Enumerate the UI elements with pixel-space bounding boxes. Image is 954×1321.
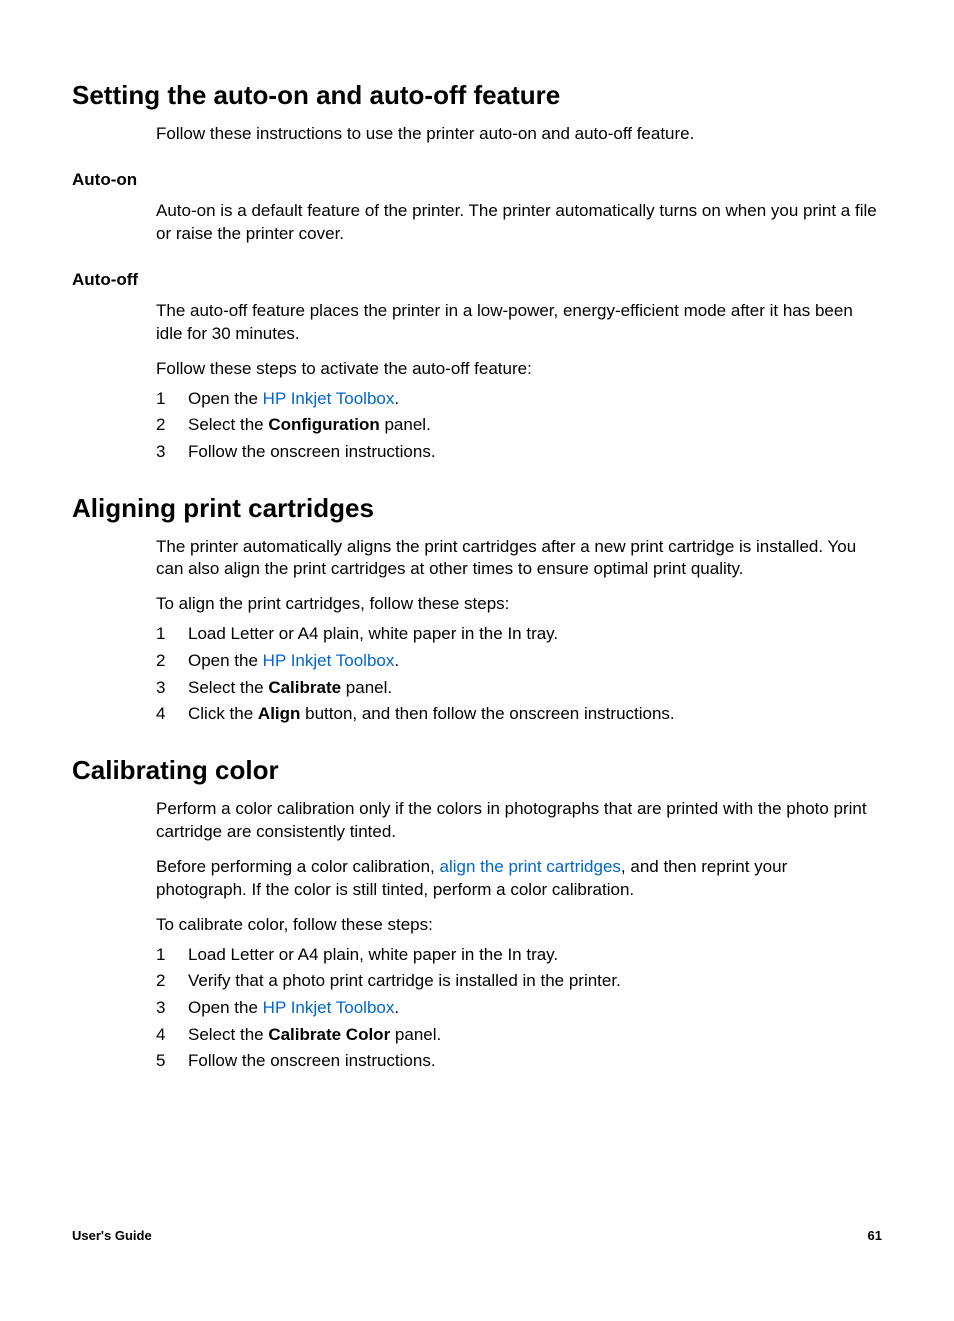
list-content: Load Letter or A4 plain, white paper in … [188,943,882,968]
calibrating-text2: Before performing a color calibration, a… [156,856,882,902]
list-content: Click the Align button, and then follow … [188,702,882,727]
list-content: Open the HP Inkjet Toolbox. [188,387,882,412]
list-number: 4 [156,1023,188,1048]
list-item: 2 Open the HP Inkjet Toolbox. [156,649,882,674]
calibrating-steps: 1 Load Letter or A4 plain, white paper i… [156,943,882,1074]
footer-title: User's Guide [72,1228,152,1243]
list-number: 5 [156,1049,188,1074]
intro-text: Follow these instructions to use the pri… [156,123,882,146]
calibrating-text3: To calibrate color, follow these steps: [156,914,882,937]
heading-auto-on-off: Setting the auto-on and auto-off feature [72,80,882,111]
bold-text: Calibrate Color [268,1025,390,1044]
list-item: 1 Load Letter or A4 plain, white paper i… [156,622,882,647]
list-item: 5 Follow the onscreen instructions. [156,1049,882,1074]
subheading-auto-off: Auto-off [72,270,882,290]
list-content: Follow the onscreen instructions. [188,1049,882,1074]
list-number: 1 [156,622,188,647]
auto-on-text: Auto-on is a default feature of the prin… [156,200,882,246]
list-item: 4 Click the Align button, and then follo… [156,702,882,727]
bold-text: Calibrate [268,678,341,697]
list-number: 3 [156,676,188,701]
list-number: 3 [156,440,188,465]
list-content: Verify that a photo print cartridge is i… [188,969,882,994]
auto-off-steps: 1 Open the HP Inkjet Toolbox. 2 Select t… [156,387,882,465]
list-content: Open the HP Inkjet Toolbox. [188,996,882,1021]
list-number: 2 [156,413,188,438]
page-content: Setting the auto-on and auto-off feature… [72,80,882,1074]
list-number: 1 [156,387,188,412]
list-number: 4 [156,702,188,727]
auto-off-text2: Follow these steps to activate the auto-… [156,358,882,381]
page-number: 61 [868,1228,882,1243]
subheading-auto-on: Auto-on [72,170,882,190]
list-item: 1 Load Letter or A4 plain, white paper i… [156,943,882,968]
list-content: Open the HP Inkjet Toolbox. [188,649,882,674]
list-item: 3 Select the Calibrate panel. [156,676,882,701]
list-item: 3 Open the HP Inkjet Toolbox. [156,996,882,1021]
list-content: Select the Configuration panel. [188,413,882,438]
list-number: 2 [156,649,188,674]
list-item: 4 Select the Calibrate Color panel. [156,1023,882,1048]
list-content: Load Letter or A4 plain, white paper in … [188,622,882,647]
list-item: 2 Verify that a photo print cartridge is… [156,969,882,994]
aligning-text2: To align the print cartridges, follow th… [156,593,882,616]
list-item: 1 Open the HP Inkjet Toolbox. [156,387,882,412]
aligning-steps: 1 Load Letter or A4 plain, white paper i… [156,622,882,727]
heading-aligning: Aligning print cartridges [72,493,882,524]
list-number: 2 [156,969,188,994]
list-item: 2 Select the Configuration panel. [156,413,882,438]
list-content: Select the Calibrate Color panel. [188,1023,882,1048]
list-number: 3 [156,996,188,1021]
link-align-cartridges[interactable]: align the print cartridges [439,857,620,876]
link-toolbox[interactable]: HP Inkjet Toolbox [263,651,395,670]
list-number: 1 [156,943,188,968]
list-content: Select the Calibrate panel. [188,676,882,701]
heading-calibrating: Calibrating color [72,755,882,786]
link-toolbox[interactable]: HP Inkjet Toolbox [263,998,395,1017]
link-toolbox[interactable]: HP Inkjet Toolbox [263,389,395,408]
calibrating-text1: Perform a color calibration only if the … [156,798,882,844]
list-content: Follow the onscreen instructions. [188,440,882,465]
list-item: 3 Follow the onscreen instructions. [156,440,882,465]
bold-text: Configuration [268,415,379,434]
auto-off-text1: The auto-off feature places the printer … [156,300,882,346]
bold-text: Align [258,704,301,723]
page-footer: User's Guide 61 [72,1228,882,1243]
aligning-text1: The printer automatically aligns the pri… [156,536,882,582]
